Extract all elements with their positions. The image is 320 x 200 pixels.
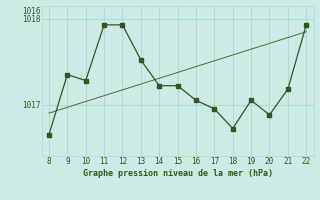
X-axis label: Graphe pression niveau de la mer (hPa): Graphe pression niveau de la mer (hPa) [83, 169, 273, 178]
Text: 1016: 1016 [22, 7, 41, 17]
